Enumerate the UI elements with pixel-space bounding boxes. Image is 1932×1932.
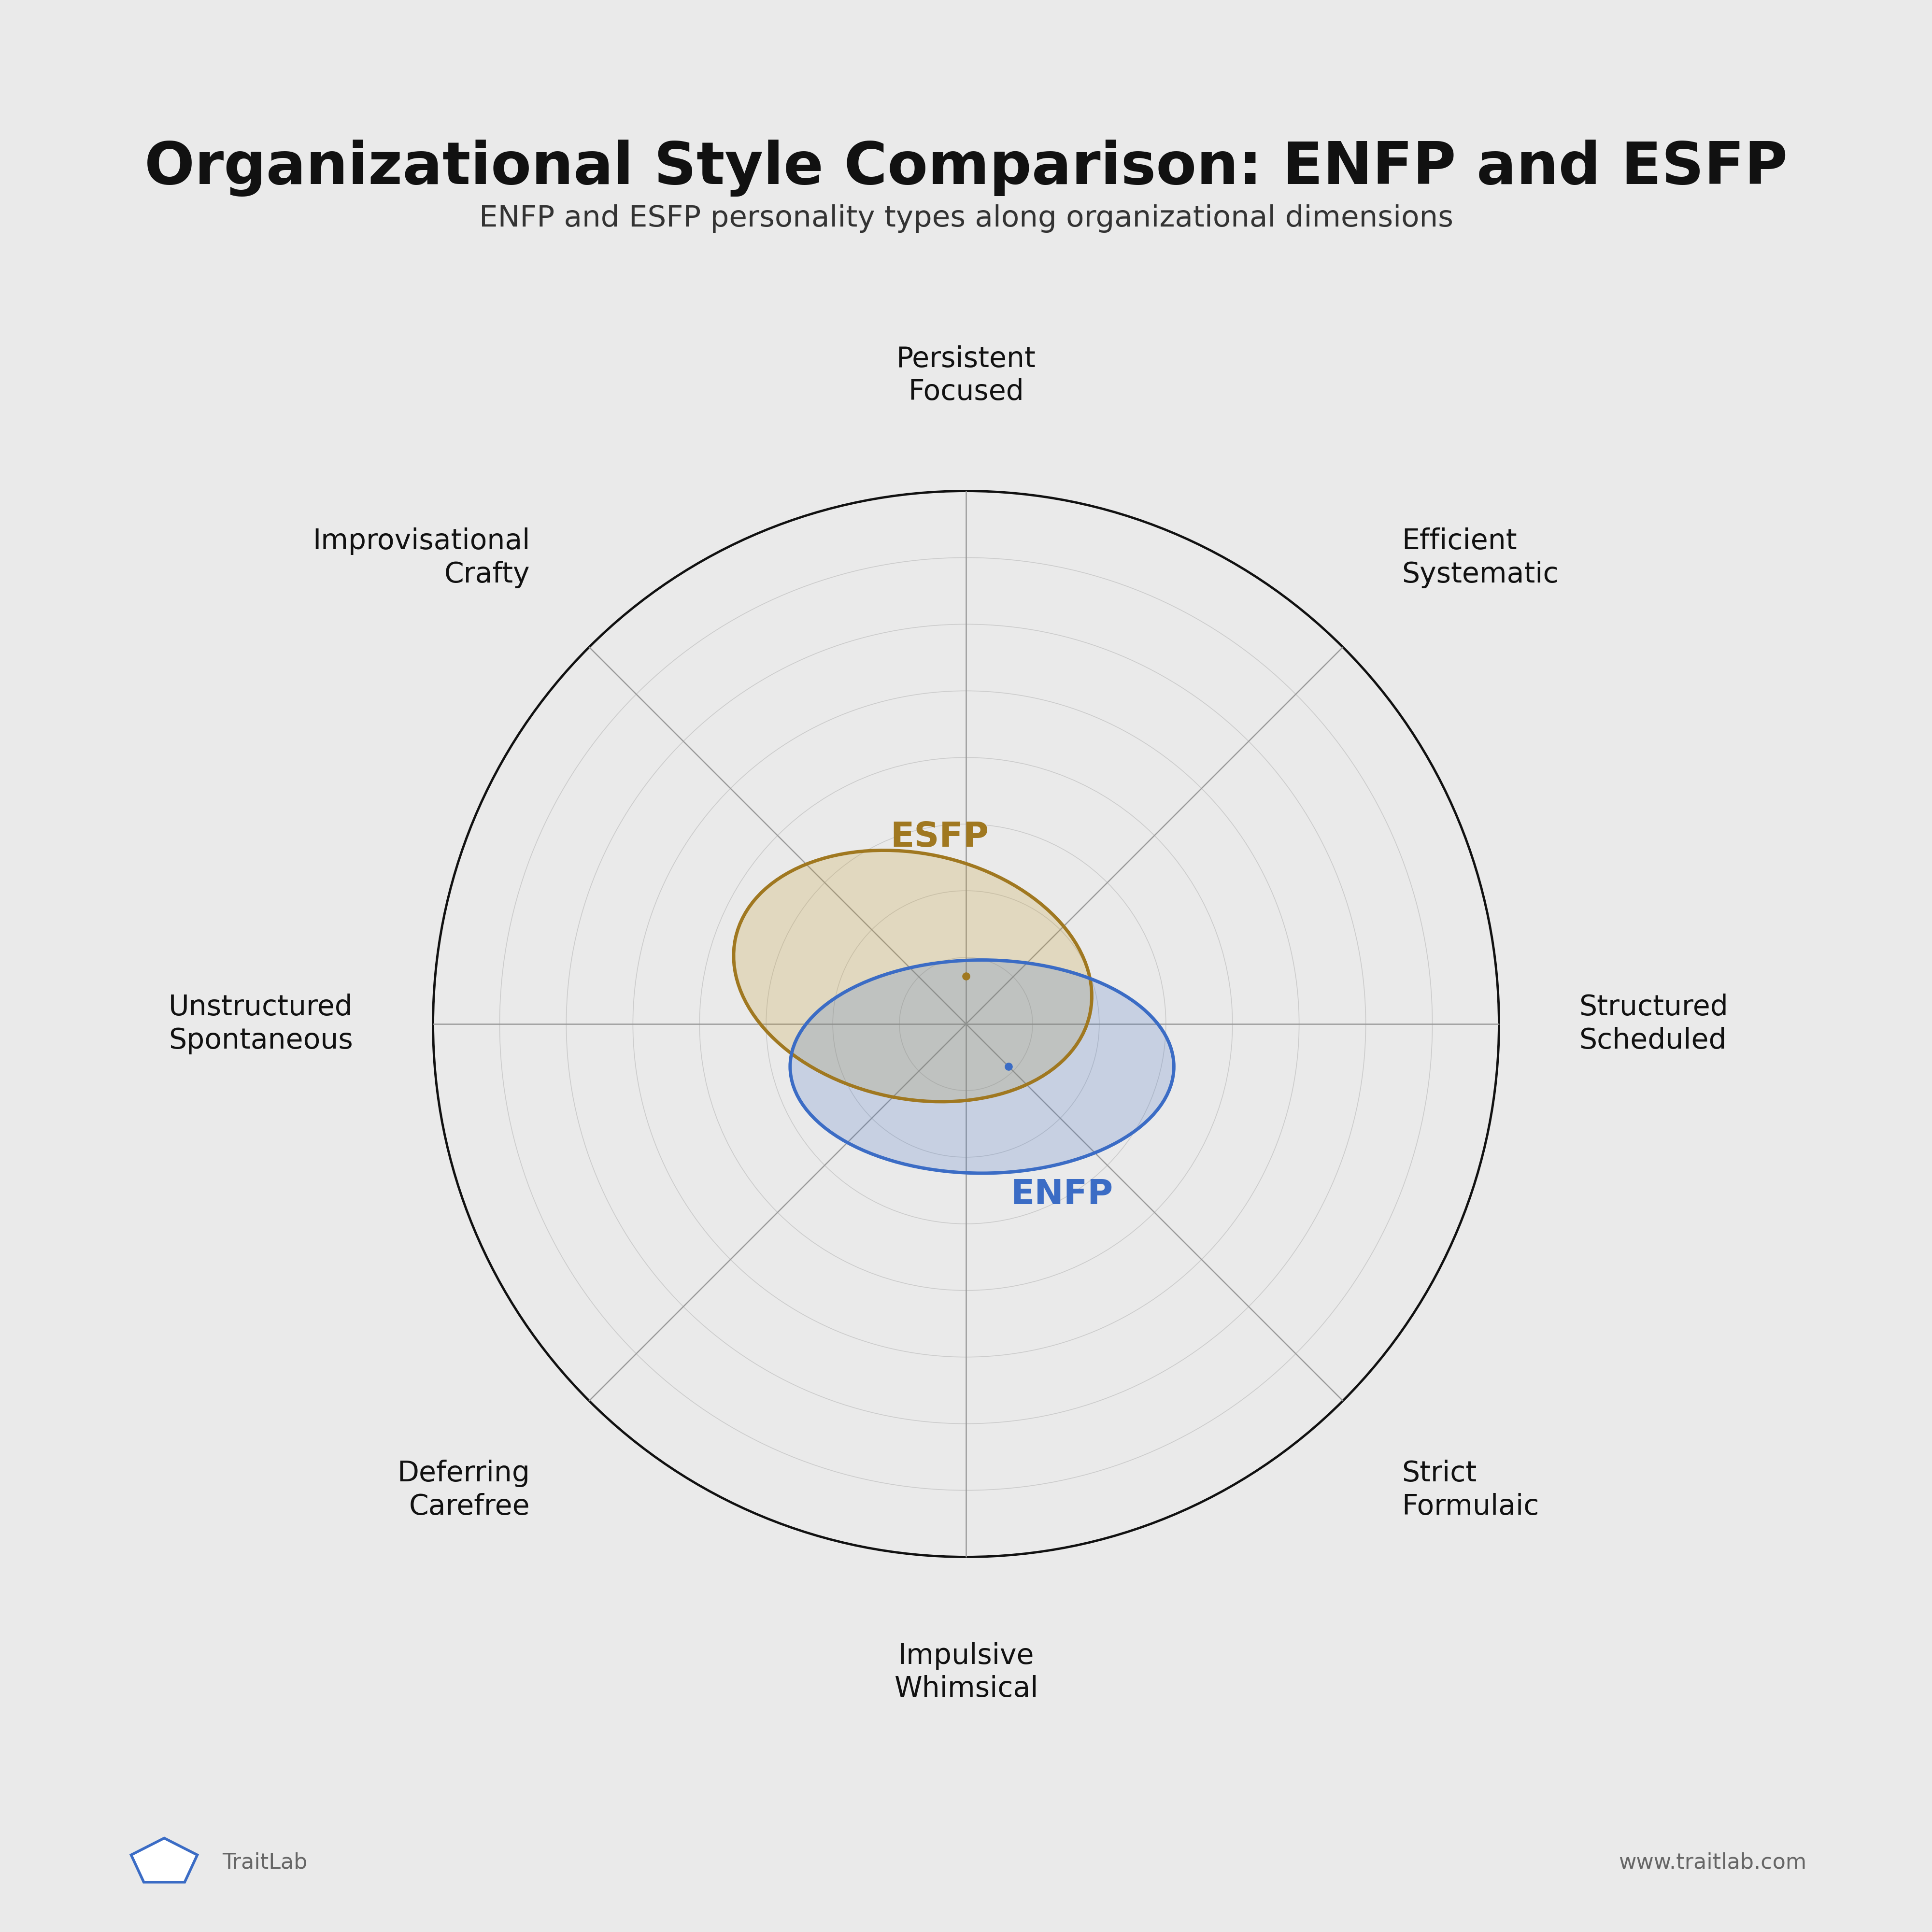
Text: ESFP: ESFP [891,821,989,854]
Text: TraitLab: TraitLab [222,1853,307,1872]
Text: Organizational Style Comparison: ENFP and ESFP: Organizational Style Comparison: ENFP an… [145,139,1787,197]
Ellipse shape [734,850,1092,1101]
Point [951,960,981,991]
Text: Improvisational
Crafty: Improvisational Crafty [313,527,529,587]
Text: ENFP: ENFP [1010,1179,1113,1211]
Text: Unstructured
Spontaneous: Unstructured Spontaneous [168,993,354,1055]
Text: Persistent
Focused: Persistent Focused [896,346,1036,406]
Text: Strict
Formulaic: Strict Formulaic [1403,1461,1540,1520]
Text: Structured
Scheduled: Structured Scheduled [1578,993,1727,1055]
Text: Impulsive
Whimsical: Impulsive Whimsical [895,1642,1037,1702]
Point [993,1051,1024,1082]
Ellipse shape [790,960,1175,1173]
Text: ENFP and ESFP personality types along organizational dimensions: ENFP and ESFP personality types along or… [479,205,1453,232]
Text: Deferring
Carefree: Deferring Carefree [398,1461,529,1520]
Polygon shape [131,1837,197,1882]
Text: www.traitlab.com: www.traitlab.com [1619,1853,1806,1872]
Text: Efficient
Systematic: Efficient Systematic [1403,527,1559,587]
